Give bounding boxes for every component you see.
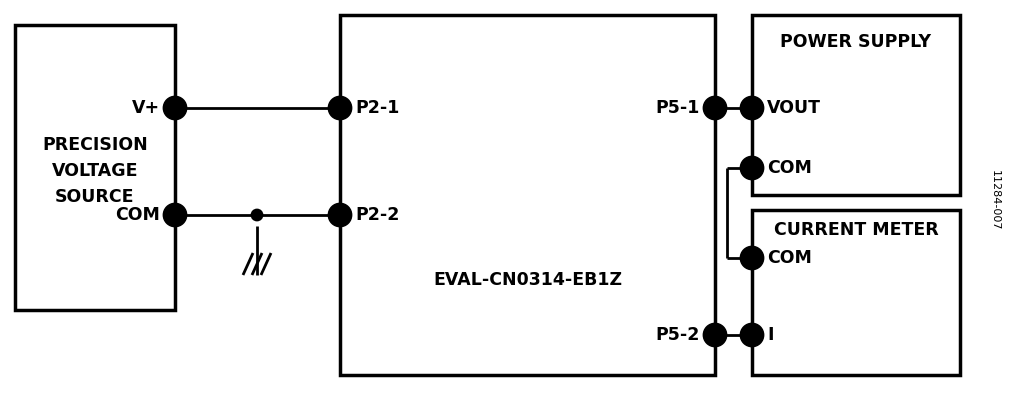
Text: SOURCE: SOURCE <box>55 189 135 206</box>
Circle shape <box>252 210 262 220</box>
Circle shape <box>741 157 763 179</box>
Bar <box>752 210 961 375</box>
Circle shape <box>329 97 351 119</box>
Text: P2-1: P2-1 <box>355 99 399 117</box>
Text: COM: COM <box>767 159 812 177</box>
Text: P5-2: P5-2 <box>655 326 700 344</box>
Circle shape <box>741 324 763 346</box>
Circle shape <box>705 97 726 119</box>
Bar <box>752 15 961 195</box>
Text: CURRENT METER: CURRENT METER <box>773 221 938 239</box>
Text: COM: COM <box>115 206 160 224</box>
Text: VOLTAGE: VOLTAGE <box>52 162 138 181</box>
Bar <box>15 25 175 310</box>
Circle shape <box>741 97 763 119</box>
Bar <box>340 15 715 375</box>
Text: POWER SUPPLY: POWER SUPPLY <box>780 33 932 51</box>
Text: V+: V+ <box>132 99 160 117</box>
Text: P5-1: P5-1 <box>655 99 700 117</box>
Circle shape <box>164 204 186 226</box>
Circle shape <box>705 324 726 346</box>
Text: COM: COM <box>767 249 812 267</box>
Text: EVAL-CN0314-EB1Z: EVAL-CN0314-EB1Z <box>433 271 622 289</box>
Text: P2-2: P2-2 <box>355 206 399 224</box>
Text: 11284-007: 11284-007 <box>990 170 1000 230</box>
Circle shape <box>741 247 763 269</box>
Text: VOUT: VOUT <box>767 99 821 117</box>
Text: PRECISION: PRECISION <box>42 137 147 154</box>
Circle shape <box>329 204 351 226</box>
Circle shape <box>164 97 186 119</box>
Text: I: I <box>767 326 773 344</box>
